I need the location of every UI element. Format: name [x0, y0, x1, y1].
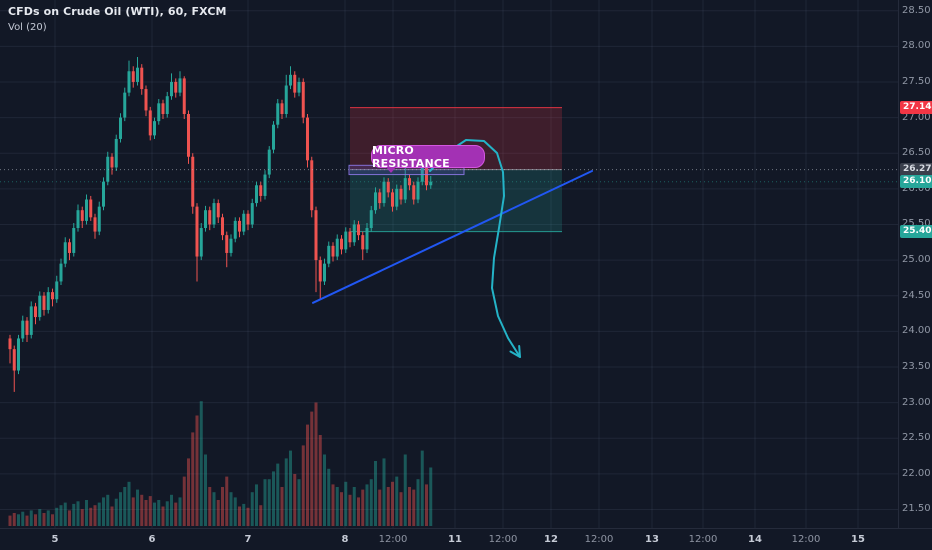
symbol-title[interactable]: CFDs on Crude Oil (WTI), 60, FXCM: [8, 5, 227, 18]
time-axis-label: 7: [244, 534, 252, 545]
price-axis-label: 23.00: [902, 396, 931, 408]
price-axis-label: 25.50: [902, 218, 931, 230]
price-badge: 25.40: [900, 224, 932, 238]
price-axis-label: 24.00: [902, 325, 931, 337]
ascending-trend-line: [312, 170, 593, 304]
symbol-legend: CFDs on Crude Oil (WTI), 60, FXCM Vol (2…: [8, 5, 227, 33]
price-axis-label: 22.50: [902, 432, 931, 444]
price-axis-label: 27.00: [902, 111, 931, 123]
candles: [8, 57, 433, 392]
time-axis-label: 12:00: [791, 534, 821, 545]
callout-tail: [386, 167, 396, 173]
time-axis-label: 12:00: [688, 534, 718, 545]
volume-bars: [8, 401, 433, 526]
time-axis-label: 8: [341, 534, 349, 545]
time-axis-label: 15: [851, 534, 865, 545]
price-axis-label: 28.50: [902, 4, 931, 16]
price-axis-label: 24.50: [902, 289, 931, 301]
projection-arrow: [429, 139, 521, 358]
price-badge: 26.27: [900, 162, 932, 176]
time-axis-label: 12:00: [488, 534, 518, 545]
price-badge: 26.10: [900, 174, 932, 188]
price-axis-label: 23.50: [902, 360, 931, 372]
price-axis[interactable]: 28.50 28.00 27.50 27.00 26.50 26.00 25.50 25.00…: [898, 0, 932, 528]
time-axis-label: 14: [748, 534, 762, 545]
time-axis-label: 12: [544, 534, 558, 545]
price-axis-label: 27.50: [902, 75, 931, 87]
time-axis-label: 13: [645, 534, 659, 545]
price-axis-label: 26.00: [902, 182, 931, 194]
chart-canvas[interactable]: [0, 0, 898, 528]
price-axis-label: 25.00: [902, 254, 931, 266]
callout-text: MICRO RESISTANCE: [372, 143, 450, 170]
price-axis-label: 22.00: [902, 467, 931, 479]
time-axis[interactable]: 5 6 7 8 12:00 11 12:00 12 12:00 13 12:00 14 12:00 15: [0, 528, 932, 550]
time-axis-label: 11: [448, 534, 462, 545]
price-axis-label: 26.50: [902, 147, 931, 159]
time-axis-label: 5: [51, 534, 59, 545]
time-axis-label: 12:00: [584, 534, 614, 545]
time-axis-label: 12:00: [378, 534, 408, 545]
projection-arrow-head: [509, 345, 521, 358]
micro-resistance-callout[interactable]: MICRO RESISTANCE: [371, 143, 485, 173]
price-axis-label: 21.50: [902, 503, 931, 515]
price-badge: 27.14: [900, 100, 932, 114]
indicator-label[interactable]: Vol (20): [8, 22, 47, 33]
time-axis-label: 6: [148, 534, 156, 545]
chart-pane[interactable]: CFDs on Crude Oil (WTI), 60, FXCM Vol (2…: [0, 0, 898, 528]
price-axis-label: 28.00: [902, 40, 931, 52]
